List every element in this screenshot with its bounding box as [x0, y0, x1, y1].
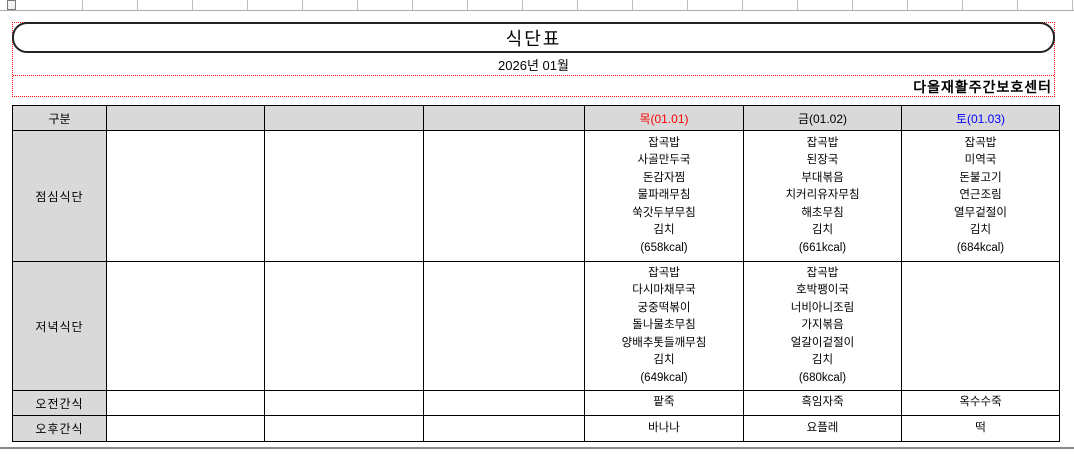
- menu-cell[interactable]: 떡: [901, 415, 1060, 442]
- spreadsheet-grid-edge: [0, 0, 1074, 11]
- menu-cell-empty[interactable]: [264, 390, 424, 416]
- menu-line: 김치: [811, 224, 834, 237]
- spreadsheet-corner-box: [7, 0, 16, 10]
- menu-line: 궁중떡볶이: [637, 301, 691, 314]
- menu-cell[interactable]: 요플레: [743, 415, 902, 442]
- row-label[interactable]: 오후간식: [12, 415, 107, 442]
- menu-line: 잡곡밥: [648, 266, 680, 279]
- column-header-empty[interactable]: [423, 105, 585, 131]
- menu-line: 팥죽: [653, 396, 675, 409]
- title-box: 식단표: [12, 22, 1055, 53]
- menu-line: 쑥갓두부무침: [632, 206, 696, 219]
- menu-line: 바나나: [648, 421, 680, 434]
- menu-line: 열무겉절이: [954, 206, 1007, 219]
- column-header-6[interactable]: 토(01.03): [901, 105, 1060, 131]
- menu-cell-empty[interactable]: [106, 415, 265, 442]
- menu-cell-empty[interactable]: [264, 261, 424, 391]
- column-header-empty[interactable]: [106, 105, 265, 131]
- menu-line: 다시마채무국: [632, 284, 696, 297]
- window-bottom-edge: [0, 447, 1074, 449]
- menu-line: 김치: [653, 224, 675, 237]
- menu-cell[interactable]: 흑임자죽: [743, 390, 902, 416]
- center-name-row: 다올재활주간보호센터: [13, 76, 1054, 97]
- menu-line: (684kcal): [956, 241, 1005, 254]
- menu-line: (661kcal): [798, 241, 847, 254]
- menu-cell-empty[interactable]: [423, 261, 585, 391]
- menu-line: 물파래무침: [637, 189, 691, 202]
- menu-line: 잡곡밥: [964, 136, 997, 149]
- menu-line: 돌나물초무침: [632, 319, 696, 332]
- table-row: 오전간식 팥죽 흑임자죽 옥수수죽: [12, 390, 1060, 416]
- menu-line: (649kcal): [640, 371, 688, 384]
- menu-line: 연근조림: [959, 189, 1002, 202]
- menu-line: 옥수수죽: [959, 396, 1002, 409]
- menu-line: 해초무침: [801, 206, 844, 219]
- page-title: 식단표: [505, 28, 562, 49]
- menu-cell-empty[interactable]: [264, 130, 424, 262]
- menu-line: 요플레: [806, 421, 839, 434]
- menu-line: 돈불고기: [959, 171, 1002, 184]
- menu-line: 김치: [653, 354, 675, 367]
- row-label[interactable]: 오전간식: [12, 390, 107, 416]
- menu-cell-empty[interactable]: [423, 130, 585, 262]
- menu-line: 떡: [975, 421, 986, 434]
- menu-line: 돈감자찜: [642, 171, 686, 184]
- menu-line: (658kcal): [640, 241, 688, 254]
- menu-cell[interactable]: 바나나: [584, 415, 744, 442]
- menu-line: 잡곡밥: [648, 136, 680, 149]
- row-label[interactable]: 점심식단: [12, 130, 107, 262]
- table-row: 오후간식 바나나 요플레 떡: [12, 415, 1060, 442]
- menu-line: 호박팽이국: [796, 284, 849, 297]
- menu-cell[interactable]: 팥죽: [584, 390, 744, 416]
- menu-line: 김치: [969, 224, 992, 237]
- menu-line: 너비아니조림: [790, 301, 855, 314]
- menu-cell-empty[interactable]: [106, 390, 265, 416]
- menu-line: 양배추톳들깨무침: [621, 336, 707, 349]
- menu-cell-empty[interactable]: [264, 415, 424, 442]
- menu-line: 가지볶음: [801, 319, 844, 332]
- menu-line: 치커리유자무침: [785, 189, 860, 202]
- menu-cell-empty[interactable]: [423, 390, 585, 416]
- report-month: 2026년 01월: [498, 57, 569, 73]
- column-header-empty[interactable]: [264, 105, 424, 131]
- column-header-4[interactable]: 목(01.01): [584, 105, 744, 131]
- menu-line: 잡곡밥: [806, 266, 839, 279]
- menu-line: 된장국: [806, 154, 839, 167]
- menu-line: 얼갈이겉절이: [790, 336, 855, 349]
- menu-line: 미역국: [964, 154, 997, 167]
- menu-line: 흑임자죽: [801, 396, 844, 409]
- menu-line: (680kcal): [798, 371, 847, 384]
- row-label[interactable]: 저녁식단: [12, 261, 107, 391]
- meal-plan-table: 구분 목(01.01) 금(01.02) 토(01.03) 점심식단 잡곡밥 사골만두국 돈감…: [12, 105, 1060, 442]
- menu-cell[interactable]: 옥수수죽: [901, 390, 1060, 416]
- center-name: 다올재활주간보호센터: [913, 78, 1052, 95]
- month-row: 2026년 01월: [13, 53, 1054, 76]
- menu-cell-empty[interactable]: [901, 261, 1060, 391]
- table-row: 점심식단 잡곡밥 사골만두국 돈감자찜 물파래무침 쑥갓두부무침 김치 (658kcal) 잡곡…: [12, 130, 1060, 262]
- column-header-0[interactable]: 구분: [12, 105, 107, 131]
- meal-plan-table-wrap: 구분 목(01.01) 금(01.02) 토(01.03) 점심식단 잡곡밥 사골만두국 돈감…: [12, 105, 1060, 442]
- menu-line: 김치: [811, 354, 834, 367]
- menu-line: 부대볶음: [801, 171, 844, 184]
- menu-line: 잡곡밥: [806, 136, 839, 149]
- menu-cell-empty[interactable]: [106, 261, 265, 391]
- menu-cell-empty[interactable]: [423, 415, 585, 442]
- menu-line: 사골만두국: [637, 154, 691, 167]
- print-area-guide: 식단표 2026년 01월 다올재활주간보호센터: [12, 22, 1055, 97]
- menu-cell-empty[interactable]: [106, 130, 265, 262]
- column-header-5[interactable]: 금(01.02): [743, 105, 902, 131]
